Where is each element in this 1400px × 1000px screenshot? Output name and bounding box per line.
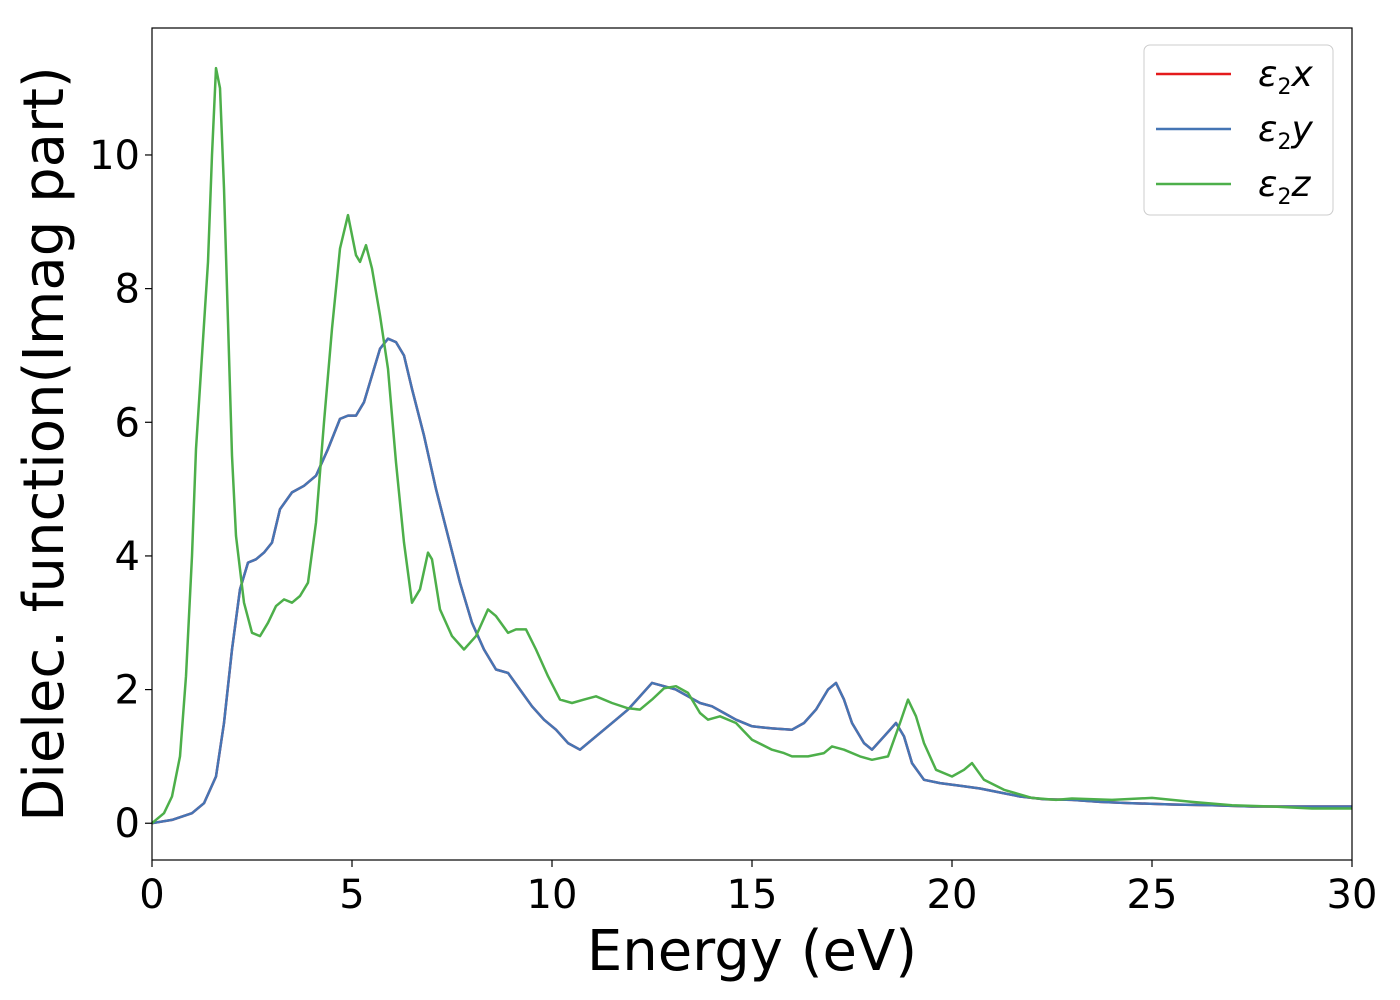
legend-box [1143, 44, 1334, 216]
series-line-2 [151, 337, 1352, 825]
y-tick-label: 4 [115, 534, 140, 580]
x-tick-label: 15 [727, 872, 778, 918]
y-tick-label: 10 [89, 133, 140, 179]
x-tick-label: 5 [339, 872, 364, 918]
y-tick-label: 6 [115, 400, 140, 446]
legend-label: ε2z [1258, 164, 1311, 210]
x-tick-label: 0 [139, 872, 164, 918]
y-tick-label: 2 [115, 668, 140, 714]
series-line-3 [151, 66, 1352, 825]
x-tick-label: 10 [527, 872, 578, 918]
x-tick-label: 30 [1327, 872, 1378, 918]
legend: ε2x ε2y ε2z [1143, 44, 1334, 216]
x-axis-title: Energy (eV) [587, 919, 917, 984]
series-layer [151, 66, 1352, 825]
y-tick-label: 8 [115, 267, 140, 313]
x-tick-label: 25 [1127, 872, 1178, 918]
y-axis-ticks: 0 2 4 6 8 10 [89, 133, 152, 847]
y-tick-label: 0 [115, 801, 140, 847]
legend-label: ε2x [1258, 54, 1313, 100]
y-axis-title: Dielec. function(Imag part) [12, 66, 77, 822]
x-axis-ticks: 0 5 10 15 20 25 30 [139, 860, 1377, 918]
legend-label: ε2y [1258, 109, 1313, 155]
x-tick-label: 20 [927, 872, 978, 918]
